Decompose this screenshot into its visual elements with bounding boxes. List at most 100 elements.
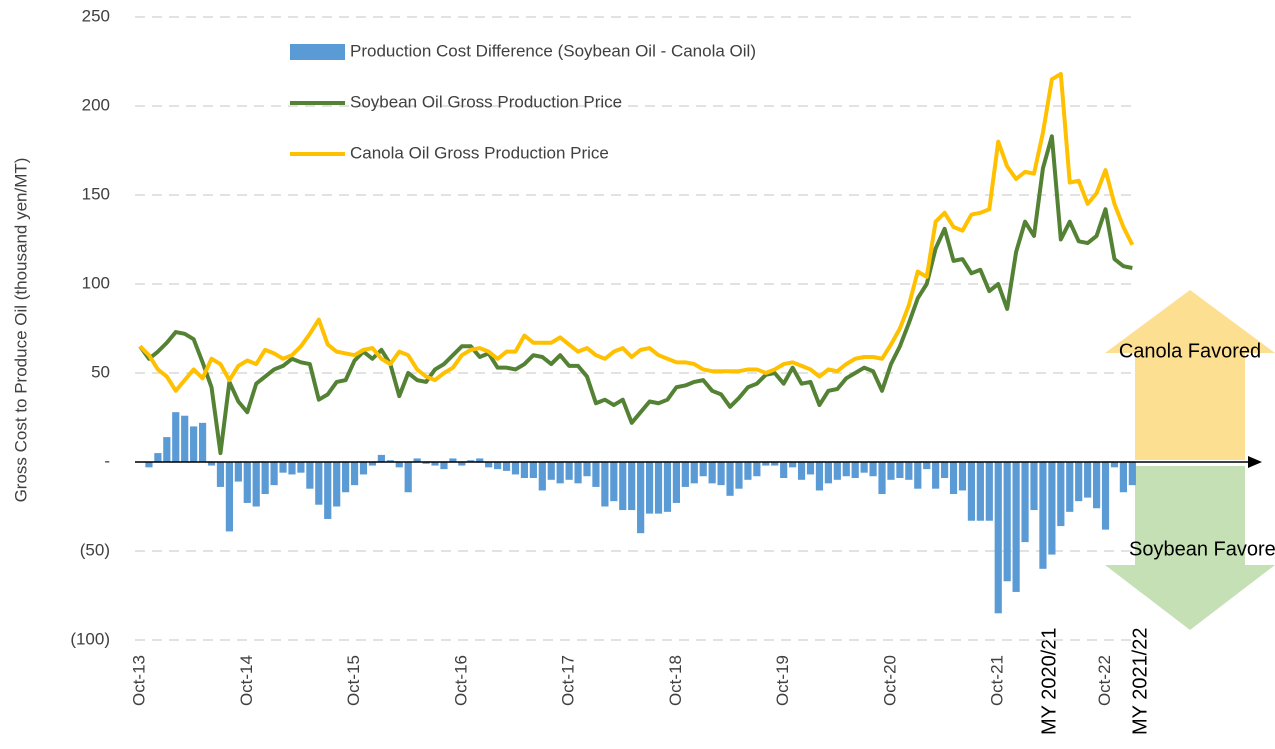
x-tick-label: Oct-22 [1095, 655, 1114, 706]
bar [1128, 462, 1136, 486]
bar [458, 462, 466, 466]
x-tick-label: Oct-21 [988, 655, 1007, 706]
bar [771, 462, 779, 466]
bar [780, 462, 788, 479]
bar [440, 462, 448, 470]
bar [735, 462, 743, 489]
x-tick-label: Oct-18 [666, 655, 685, 706]
bar [663, 462, 672, 512]
bar [941, 462, 949, 479]
bar [350, 462, 359, 486]
bar [878, 462, 886, 495]
annotation: MY 2020/21 [1038, 628, 1060, 736]
bar [172, 412, 180, 462]
line [138, 71, 1135, 393]
bar [377, 454, 385, 462]
bar [1057, 462, 1065, 527]
bar [592, 462, 600, 487]
bar [395, 462, 403, 468]
bar [932, 462, 940, 489]
bar [1066, 462, 1074, 512]
bar [234, 462, 242, 482]
bar [842, 462, 850, 477]
bar [163, 437, 171, 462]
y-tick-label: 150 [82, 184, 110, 203]
bar [762, 462, 770, 466]
bar [476, 458, 484, 462]
bar [494, 462, 502, 470]
bar [744, 462, 752, 480]
y-tick-label: 250 [82, 6, 110, 25]
line [138, 134, 1133, 456]
bar [547, 462, 555, 480]
bar [333, 462, 341, 507]
bar [306, 462, 314, 489]
bar [637, 462, 645, 534]
bar [949, 462, 958, 495]
bar [914, 462, 922, 489]
bar [181, 415, 189, 462]
bar [359, 462, 368, 475]
bar [1075, 462, 1083, 502]
y-tick-label: (100) [70, 629, 110, 648]
bar [422, 462, 430, 464]
bar [717, 462, 725, 486]
bar [574, 462, 582, 484]
bar [690, 462, 698, 484]
bar [1039, 462, 1047, 569]
bar [225, 462, 233, 532]
bar [645, 462, 654, 514]
x-tick-label: Oct-20 [880, 655, 899, 706]
bar [860, 462, 868, 473]
canola-arrow [1105, 290, 1275, 460]
bar [869, 462, 877, 477]
bar [467, 460, 475, 462]
bar [207, 462, 216, 466]
bar [628, 462, 636, 511]
soybean-label: Soybean Favored [1129, 538, 1275, 560]
bar [1084, 462, 1092, 498]
bar [967, 462, 976, 521]
canola-label: Canola Favored [1119, 340, 1261, 362]
bar [270, 462, 278, 486]
bar [976, 462, 984, 521]
bar [672, 462, 680, 503]
bar [824, 462, 832, 484]
bar [216, 462, 225, 487]
x-tick-label: Oct-16 [451, 655, 470, 706]
bar [279, 462, 287, 473]
bar [431, 462, 439, 466]
bar [261, 462, 269, 495]
bar [610, 462, 618, 502]
bar [565, 462, 573, 480]
bar [789, 462, 797, 468]
bar [896, 462, 904, 479]
bar [368, 462, 377, 466]
bar [958, 462, 967, 491]
bar [190, 426, 198, 462]
x-tick-label: Oct-17 [559, 655, 578, 706]
bar [342, 462, 350, 493]
bar [699, 462, 707, 477]
bar [1119, 462, 1127, 493]
bar [601, 462, 609, 507]
bar [985, 462, 993, 521]
bar [753, 462, 761, 477]
bar [681, 462, 689, 487]
bar [520, 462, 529, 479]
bar [726, 462, 734, 496]
bar [485, 462, 493, 468]
y-axis-label: Gross Cost to Produce Oil (thousand yen/… [11, 158, 30, 503]
bar [1003, 462, 1011, 582]
bar [145, 462, 153, 468]
bar [449, 458, 457, 462]
x-tick-label: Oct-14 [237, 655, 256, 706]
annotation: MY 2021/22 [1129, 628, 1151, 736]
bar [583, 462, 591, 477]
bar [288, 462, 296, 475]
bar [315, 462, 323, 505]
bar [529, 462, 537, 479]
x-tick-label: Oct-19 [773, 655, 792, 706]
y-tick-label: (50) [80, 540, 110, 559]
